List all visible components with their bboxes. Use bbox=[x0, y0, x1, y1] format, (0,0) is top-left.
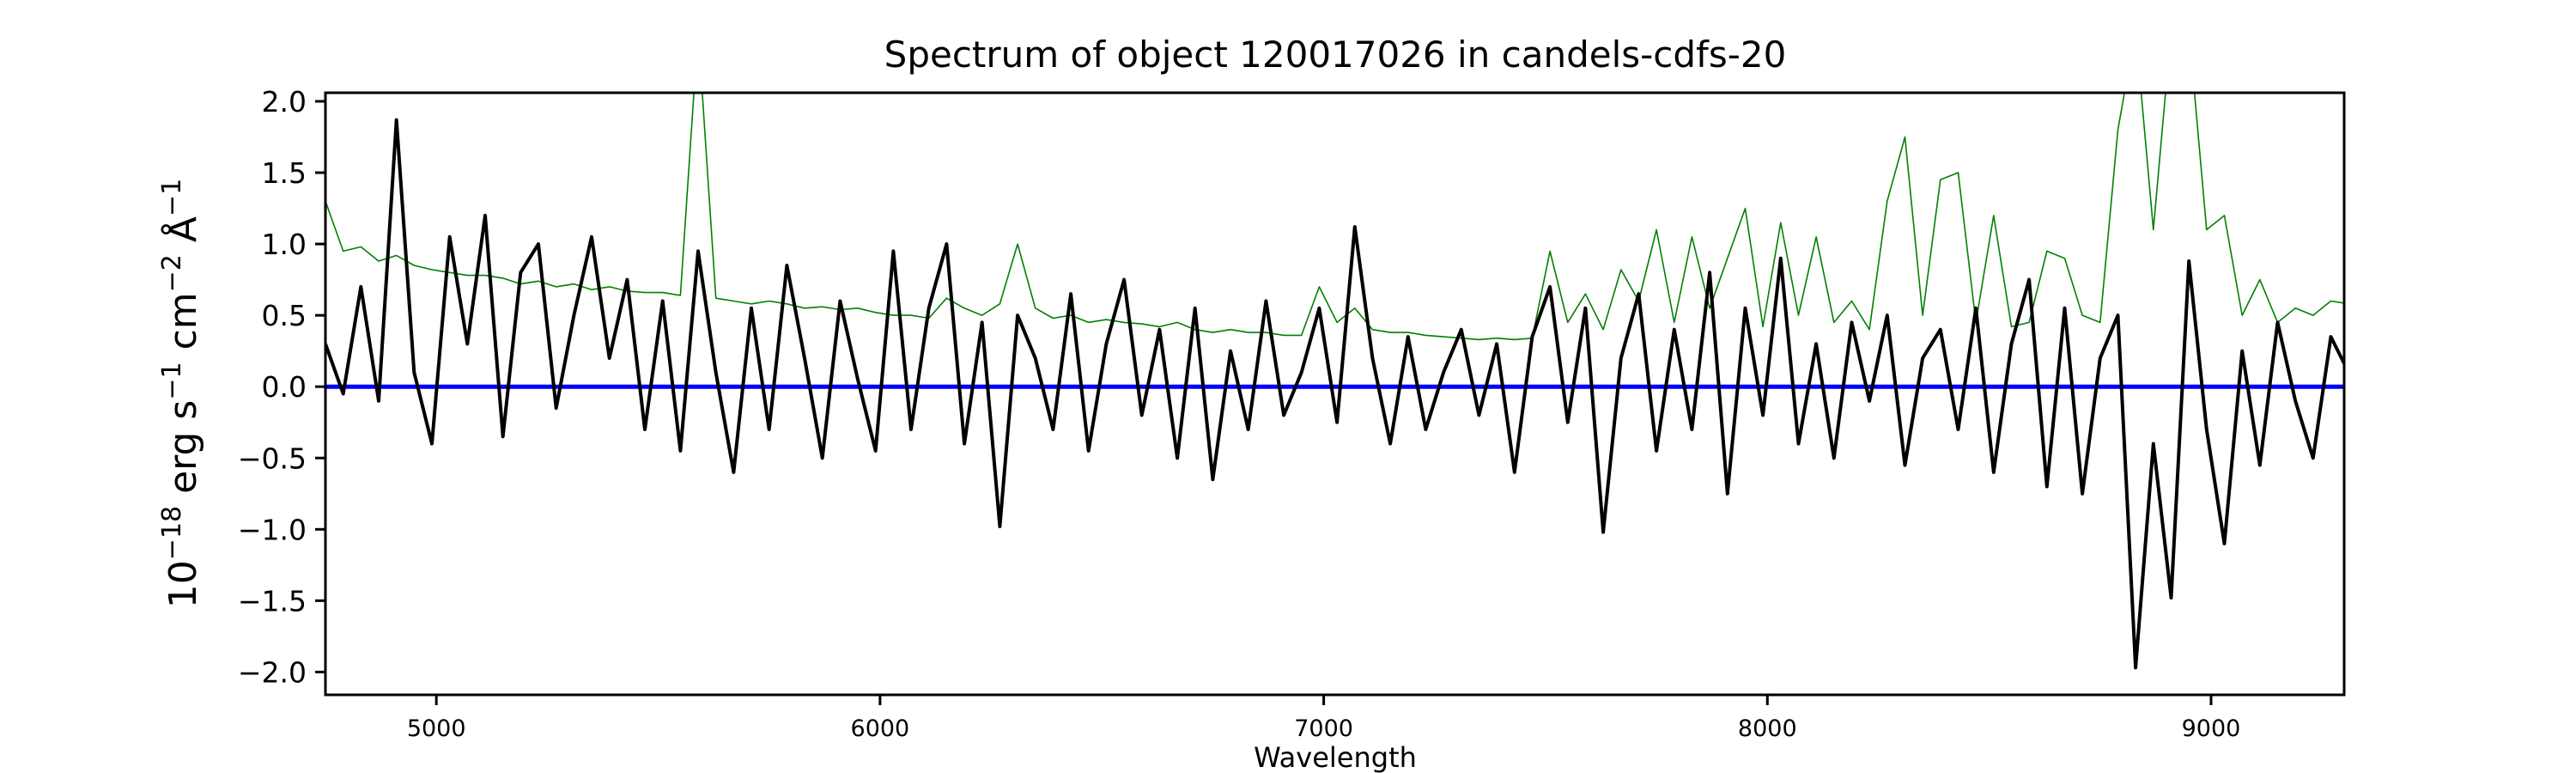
y-label-exp1: −18 bbox=[157, 506, 187, 560]
y-label-cm: cm bbox=[161, 292, 205, 362]
y-axis-label: 10−18 erg s−1 cm−2 Å−1 bbox=[157, 179, 205, 608]
y-tick-label: 0.5 bbox=[262, 299, 307, 332]
y-tick-label: 0.0 bbox=[262, 370, 307, 404]
y-tick-label: 2.0 bbox=[262, 85, 307, 119]
y-axis: 2.0 1.5 1.0 0.5 0.0 −0.5 −1.0 −1.5 −2.0 bbox=[238, 85, 325, 689]
y-label-exp2: −1 bbox=[157, 362, 187, 399]
x-tick-label: 9000 bbox=[2182, 715, 2241, 742]
y-label-exp4: −1 bbox=[157, 179, 187, 216]
y-tick-label: −2.0 bbox=[238, 655, 307, 689]
y-tick-label: 1.5 bbox=[262, 156, 307, 190]
y-label-ang: Å bbox=[160, 216, 205, 254]
x-axis-label: Wavelength bbox=[1254, 741, 1417, 773]
plot-frame bbox=[324, 91, 2346, 697]
y-tick-label: −1.5 bbox=[238, 584, 307, 618]
x-tick-label: 6000 bbox=[851, 715, 910, 742]
series-flux-line bbox=[325, 118, 2344, 670]
chart-title: Spectrum of object 120017026 in candels-… bbox=[884, 33, 1787, 76]
series-error-line bbox=[325, 93, 2344, 341]
y-tick-label: −0.5 bbox=[238, 441, 307, 475]
y-label-base: 10 bbox=[161, 560, 205, 608]
y-label-erg: erg s bbox=[161, 400, 205, 506]
x-tick-label: 5000 bbox=[407, 715, 466, 742]
x-tick-label: 8000 bbox=[1738, 715, 1797, 742]
y-tick-label: 1.0 bbox=[262, 228, 307, 261]
y-tick-label: −1.0 bbox=[238, 513, 307, 546]
series-layer bbox=[325, 93, 2344, 670]
x-axis: 5000 6000 7000 8000 9000 bbox=[407, 695, 2241, 742]
y-label-exp3: −2 bbox=[157, 254, 187, 292]
x-tick-label: 7000 bbox=[1294, 715, 1353, 742]
